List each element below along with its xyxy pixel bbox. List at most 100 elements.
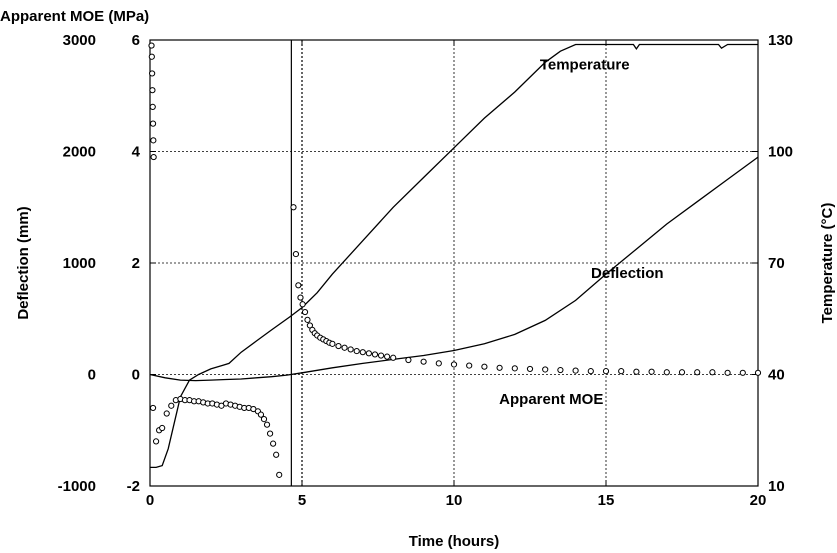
apparent-moe-point — [257, 411, 265, 418]
apparent-moe-point — [405, 356, 412, 364]
apparent-moe-point — [260, 416, 268, 423]
temperature-tick-label: 40 — [768, 367, 785, 384]
apparent-moe-point — [149, 120, 157, 127]
apparent-moe-point — [587, 368, 594, 375]
apparent-moe-point — [648, 368, 655, 375]
deflection-tick-label: 4 — [132, 144, 141, 161]
deflection-axis-ticks: 6 4 2 0 -2 — [127, 32, 156, 495]
x-tick-label: 5 — [298, 492, 306, 509]
series-annotation: Apparent MOE — [499, 391, 603, 408]
apparent-moe-point — [150, 137, 157, 144]
apparent-moe-point — [292, 250, 300, 258]
temperature-line — [150, 43, 758, 469]
apparent-moe-point — [335, 342, 342, 350]
apparent-moe-point — [353, 347, 360, 355]
apparent-moe-point — [149, 404, 157, 412]
series-layer — [148, 42, 762, 478]
temperature-axis-title: Temperature (°C) — [819, 203, 836, 324]
apparent-moe-point — [297, 294, 304, 301]
apparent-moe-point — [341, 344, 348, 351]
deflection-tick-label: -2 — [127, 478, 140, 495]
apparent-moe-point — [273, 451, 280, 458]
deflection-tick-label: 0 — [132, 367, 140, 384]
apparent-moe-point — [633, 368, 640, 375]
series-annotation: Temperature — [540, 57, 630, 74]
apparent-moe-point — [435, 360, 442, 367]
apparent-moe-point — [359, 349, 366, 356]
apparent-moe-point — [450, 361, 458, 368]
apparent-moe-point — [542, 366, 549, 373]
apparent-moe-point — [618, 368, 625, 375]
apparent-moe-point — [276, 471, 283, 478]
apparent-moe-point — [739, 369, 746, 376]
temperature-tick-label: 130 — [768, 32, 793, 49]
apparent-moe-point — [168, 402, 175, 409]
apparent-moe-point — [159, 424, 166, 432]
apparent-moe-point — [496, 364, 503, 371]
moe-axis-title: Apparent MOE (MPa) — [0, 8, 149, 25]
apparent-moe-point — [557, 366, 564, 374]
moe-tick-label: -1000 — [58, 478, 96, 495]
apparent-moe-point — [526, 365, 534, 373]
vertical-marker-lines — [290, 40, 303, 486]
moe-tick-label: 0 — [88, 367, 96, 384]
apparent-moe-point — [266, 430, 274, 437]
apparent-moe-point — [678, 369, 686, 376]
apparent-moe-point — [709, 369, 716, 376]
apparent-moe-point — [694, 369, 701, 376]
apparent-moe-point — [148, 42, 155, 49]
apparent-moe-point — [148, 53, 155, 60]
x-tick-label: 20 — [750, 492, 767, 509]
apparent-moe-point — [602, 368, 610, 375]
apparent-moe-point — [724, 369, 731, 376]
temperature-axis-ticks: 130 100 70 40 10 — [752, 32, 793, 495]
x-axis-title: Time (hours) — [409, 533, 500, 550]
apparent-moe-point — [299, 301, 306, 308]
apparent-moe-point — [149, 87, 156, 94]
apparent-moe-point — [263, 421, 271, 428]
apparent-moe-point — [390, 354, 397, 361]
deflection-tick-label: 2 — [132, 255, 140, 272]
annotations-layer: Temperature Deflection Apparent MOE — [499, 57, 663, 409]
deflection-tick-label: 6 — [132, 32, 140, 49]
temperature-tick-label: 70 — [768, 255, 785, 272]
grid-lines — [150, 40, 758, 486]
apparent-moe-point — [152, 438, 160, 445]
moe-axis-ticks: 3000 2000 1000 0 -1000 — [58, 32, 96, 495]
apparent-moe-point — [163, 410, 170, 417]
apparent-moe-point — [377, 352, 385, 359]
moe-tick-label: 3000 — [63, 32, 96, 49]
apparent-moe-point — [301, 308, 309, 316]
apparent-moe-point — [295, 282, 302, 289]
apparent-moe-point — [150, 153, 157, 161]
deflection-axis-title: Deflection (mm) — [15, 206, 32, 319]
moe-tick-label: 2000 — [63, 144, 96, 161]
apparent-moe-point — [420, 358, 427, 365]
x-tick-label: 0 — [146, 492, 154, 509]
apparent-moe-point — [304, 316, 311, 323]
apparent-moe-point — [754, 369, 762, 376]
apparent-moe-point — [365, 350, 372, 357]
apparent-moe-point — [572, 367, 579, 374]
apparent-moe-point — [384, 353, 391, 360]
apparent-moe-point — [347, 346, 354, 353]
temperature-tick-label: 100 — [768, 144, 793, 161]
deflection-line — [149, 156, 759, 382]
apparent-moe-point — [663, 369, 670, 376]
apparent-moe-point — [290, 204, 297, 211]
moe-tick-label: 1000 — [63, 255, 96, 272]
apparent-moe-point — [149, 70, 156, 77]
x-tick-label: 10 — [446, 492, 463, 509]
temperature-tick-label: 10 — [768, 478, 785, 495]
x-axis-ticks: 0 5 10 15 20 — [146, 40, 767, 509]
apparent-moe-point — [270, 440, 277, 447]
apparent-moe-point — [329, 340, 336, 347]
apparent-moe-point — [481, 363, 488, 370]
apparent-moe-point — [371, 351, 379, 358]
series-annotation: Deflection — [591, 265, 664, 282]
apparent-moe-point — [466, 362, 473, 369]
x-tick-label: 15 — [598, 492, 615, 509]
apparent-moe-point — [511, 365, 518, 372]
apparent-moe-point — [149, 103, 156, 111]
